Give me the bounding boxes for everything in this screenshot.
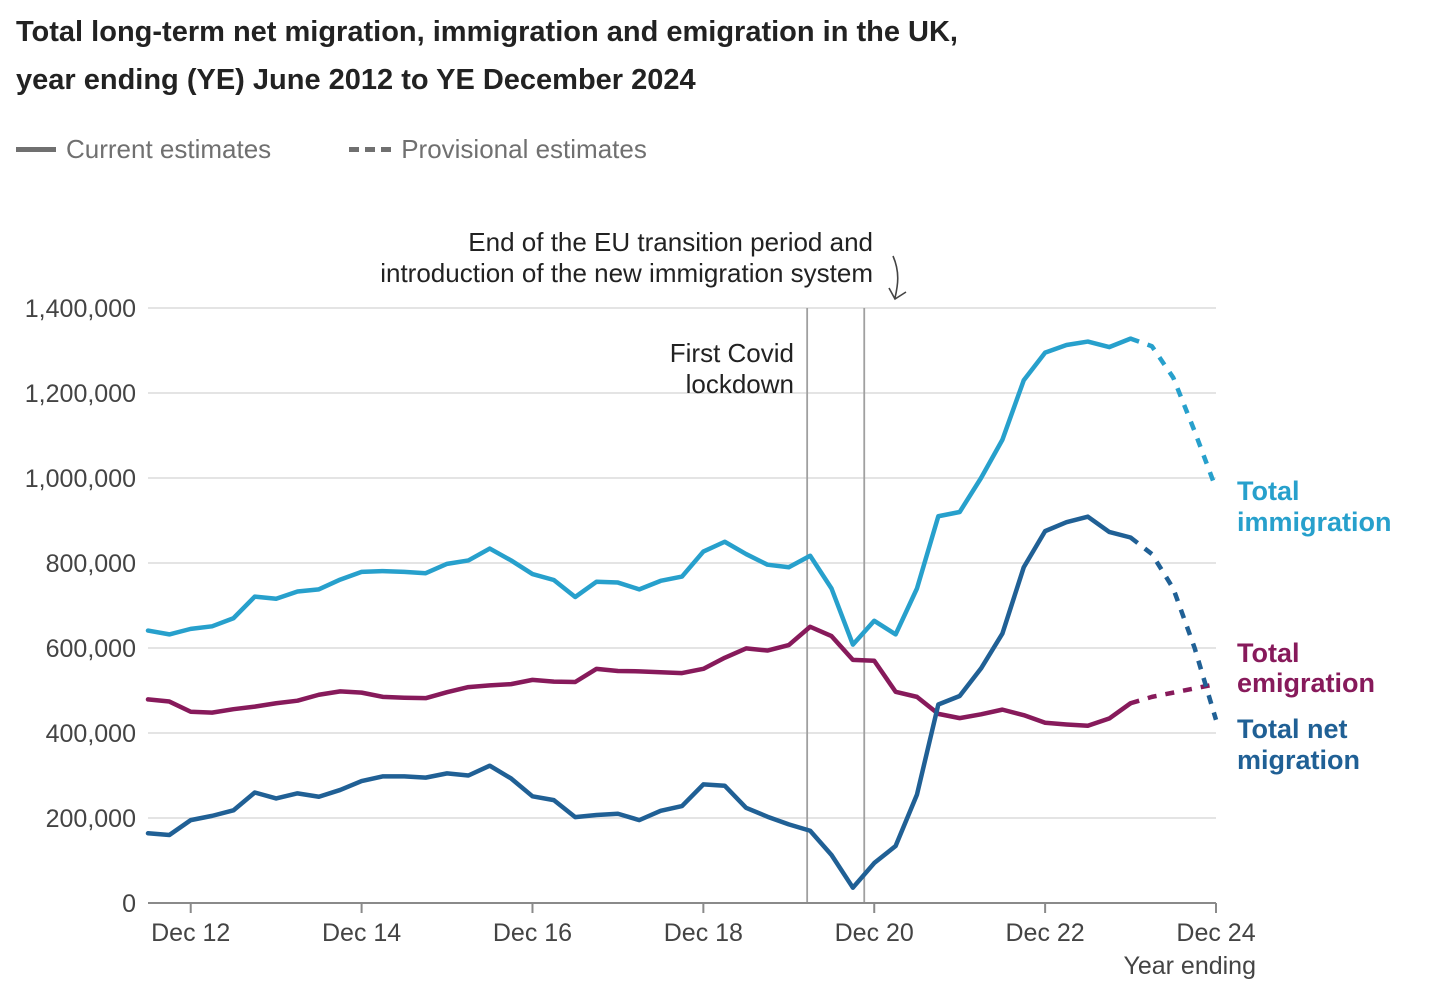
x-tick-label: Dec 12 [151, 919, 230, 947]
legend-item-provisional: Provisional estimates [349, 134, 647, 165]
x-axis-label: Year ending [1123, 952, 1256, 980]
series-label-2: migration [1237, 745, 1360, 775]
annotation-lines [806, 308, 866, 903]
x-tick-label: Dec 24 [1176, 919, 1255, 947]
legend-label-current: Current estimates [66, 133, 272, 164]
series-lines [145, 336, 1219, 890]
chart-title: Total long-term net migration, immigrati… [16, 8, 1416, 104]
y-tick-label: 0 [122, 890, 136, 918]
series-label-1: emigration [1237, 668, 1375, 698]
covid-annotation-text: First Covid [670, 338, 794, 368]
series-line-2-provisional [1129, 535, 1219, 721]
annotation-arrow-icon [892, 255, 899, 299]
chart-title-line-2: year ending (YE) June 2012 to YE Decembe… [16, 64, 696, 96]
y-tick-label: 600,000 [46, 635, 136, 663]
series-label-0: Total [1237, 476, 1300, 506]
y-axis-tick-labels: 0 200,000 400,000 600,000 800,000 1,000,000 1,… [25, 295, 136, 918]
y-tick-label: 400,000 [46, 720, 136, 748]
y-tick-label: 1,000,000 [25, 465, 136, 493]
chart-title-line-1: Total long-term net migration, immigrati… [16, 16, 958, 48]
x-tick-label: Dec 22 [1006, 919, 1085, 947]
covid-annotation-text: lockdown [686, 369, 794, 399]
series-line-0-current [145, 336, 1133, 647]
series-line-0-provisional [1129, 336, 1219, 490]
x-tick-label: Dec 16 [493, 919, 572, 947]
x-tick-label: Dec 20 [835, 919, 914, 947]
legend: Current estimates Provisional estimates [16, 132, 725, 166]
series-line-1-provisional [1129, 681, 1217, 706]
y-tick-label: 1,400,000 [25, 295, 136, 323]
x-tick-label: Dec 14 [322, 919, 401, 947]
legend-item-current: Current estimates [16, 134, 271, 165]
x-axis: Dec 12 Dec 14 Dec 16 Dec 18 Dec 20 Dec 22 Dec … [148, 902, 1256, 980]
gridlines [148, 307, 1216, 819]
series-label-0: immigration [1237, 507, 1392, 537]
eu-annotation-text: End of the EU transition period and [468, 227, 873, 257]
series-line-2-current [145, 514, 1133, 890]
arrow-head-icon [888, 287, 907, 301]
legend-label-provisional: Provisional estimates [401, 133, 647, 164]
series-label-2: Total net [1237, 714, 1348, 744]
series-line-1-current [145, 624, 1133, 729]
series-label-1: Total [1237, 638, 1300, 668]
y-tick-label: 200,000 [46, 805, 136, 833]
x-tick-label: Dec 18 [664, 919, 743, 947]
eu-annotation-text: introduction of the new immigration syst… [380, 258, 873, 288]
dashed-line-swatch-icon [349, 146, 392, 152]
y-tick-label: 800,000 [46, 550, 136, 578]
y-tick-label: 1,200,000 [25, 380, 136, 408]
solid-line-swatch-icon [16, 146, 56, 152]
